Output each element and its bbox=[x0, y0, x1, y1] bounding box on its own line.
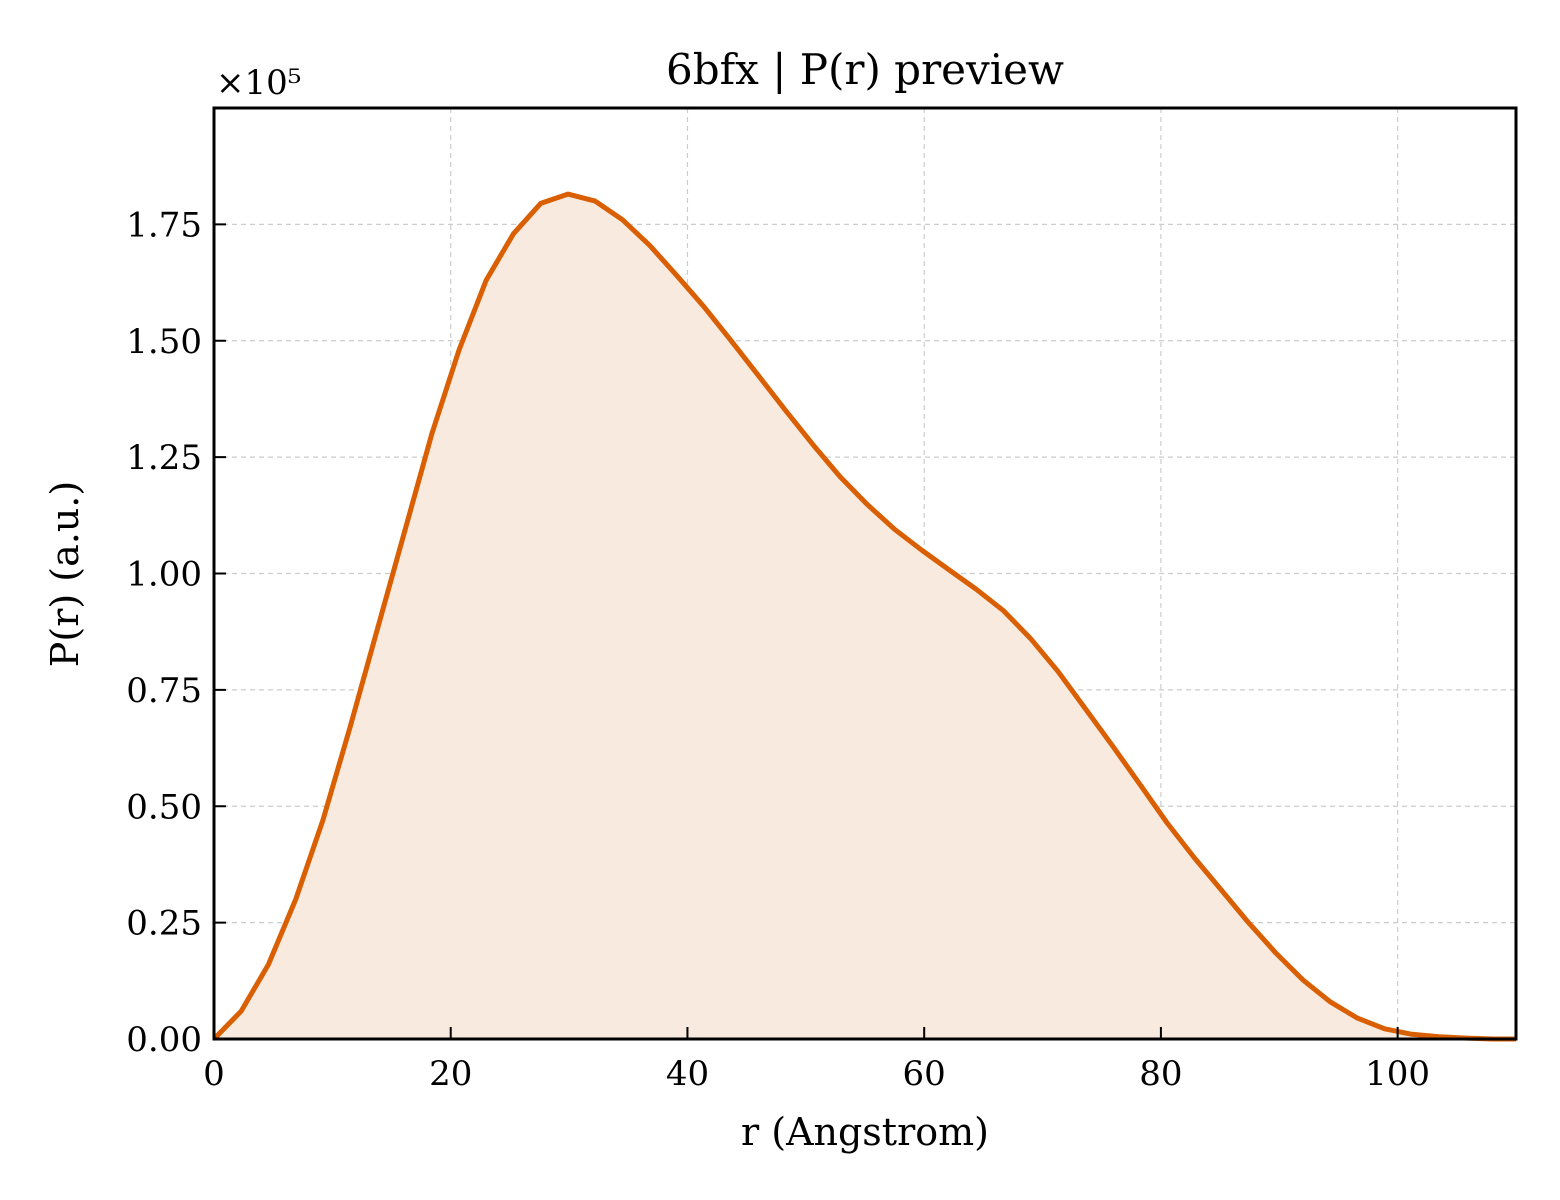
y-tick-label: 1.50 bbox=[126, 322, 202, 362]
y-tick-label: 0.25 bbox=[126, 904, 202, 944]
y-tick-label: 0.75 bbox=[126, 671, 202, 711]
area-layer bbox=[214, 194, 1516, 1040]
series-area-fill bbox=[214, 194, 1516, 1040]
x-tick-label: 100 bbox=[1365, 1054, 1430, 1094]
y-multiplier-label: ×10⁵ bbox=[216, 63, 301, 103]
series-line bbox=[212, 191, 1516, 1042]
x-tick-label: 80 bbox=[1139, 1054, 1182, 1094]
y-tick-label: 1.75 bbox=[126, 205, 202, 245]
y-tick-label: 0.50 bbox=[126, 787, 202, 827]
plot-frame bbox=[212, 106, 1518, 1041]
x-tick-label: 40 bbox=[666, 1054, 709, 1094]
chart-title: 6bfx | P(r) preview bbox=[666, 45, 1064, 94]
x-tick-label: 0 bbox=[203, 1054, 225, 1094]
y-tick-label: 1.00 bbox=[126, 555, 202, 595]
x-axis-label: r (Angstrom) bbox=[741, 1110, 989, 1154]
y-axis-label: P(r) (a.u.) bbox=[43, 481, 87, 667]
y-tick-label: 1.25 bbox=[126, 438, 202, 478]
line-layer bbox=[212, 191, 1516, 1042]
tick-layer: 0 20 40 60 80 100 0.00 0.25 0.50 0.75 1.00 1.25 1.50… bbox=[126, 205, 1430, 1094]
x-tick-label: 60 bbox=[903, 1054, 946, 1094]
x-tick-label: 20 bbox=[429, 1054, 472, 1094]
y-tick-label: 0.00 bbox=[126, 1020, 202, 1060]
